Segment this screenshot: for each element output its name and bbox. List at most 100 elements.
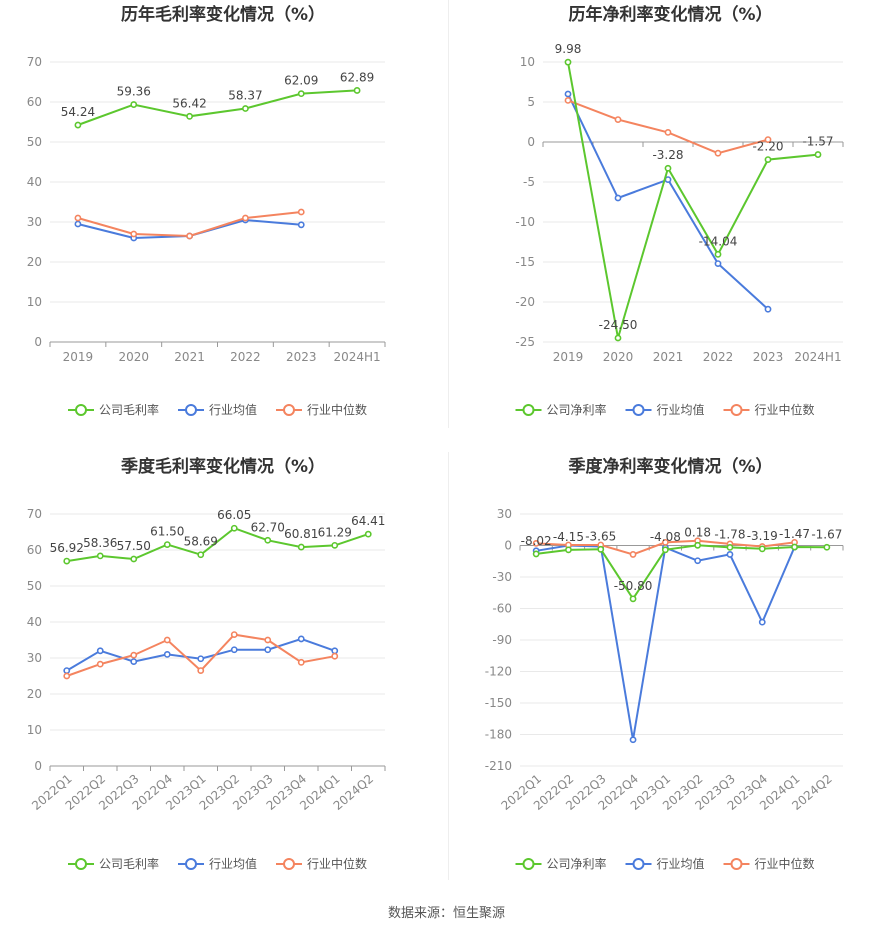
- data-point: [614, 334, 622, 342]
- data-point: [764, 136, 772, 143]
- y-tick-label: 5: [527, 95, 535, 109]
- data-label: 62.70: [251, 520, 285, 534]
- data-point: [96, 647, 104, 655]
- data-label: 58.36: [83, 536, 117, 550]
- data-point: [186, 112, 193, 120]
- data-point: [163, 650, 171, 658]
- data-label: -3.28: [652, 148, 683, 162]
- y-tick-label: 0: [504, 539, 512, 553]
- data-point: [661, 538, 669, 546]
- quarterly-gross-margin-chart: 季度毛利率变化情况（%）0102030405060702022Q12022Q22…: [27, 456, 386, 871]
- data-label: -3.65: [585, 529, 616, 543]
- data-point: [74, 220, 82, 228]
- data-label: 56.42: [172, 96, 206, 110]
- data-point: [694, 557, 702, 565]
- series-line-1: [536, 544, 796, 740]
- data-point: [758, 545, 766, 553]
- data-point: [714, 149, 722, 157]
- y-tick-label: -25: [515, 335, 535, 349]
- data-point: [297, 543, 305, 551]
- data-point: [197, 667, 205, 674]
- data-point: [96, 660, 104, 668]
- data-point: [823, 543, 831, 551]
- data-point: [353, 87, 361, 94]
- data-point: [63, 672, 71, 680]
- legend-swatch-marker: [185, 404, 197, 416]
- data-label: 56.92: [50, 541, 84, 555]
- y-tick-label: 10: [520, 55, 535, 69]
- data-label: 0.18: [684, 525, 711, 539]
- data-point: [130, 658, 138, 665]
- data-label: 57.50: [117, 539, 151, 553]
- y-tick-label: 0: [34, 335, 42, 349]
- annual-net-margin-chart: 历年净利率变化情况（%） -25 -20 -15 -10 -5 0 5 10 2019 2020 20…: [515, 4, 844, 417]
- legend-swatch-marker: [522, 404, 535, 416]
- data-point: [230, 631, 238, 638]
- legend-label: 行业均值: [209, 856, 257, 871]
- series-line-0: [77, 89, 358, 126]
- data-label: -4.08: [650, 530, 681, 544]
- data-label: 64.41: [351, 514, 385, 528]
- data-point: [714, 260, 722, 267]
- data-point: [714, 250, 722, 258]
- legend-swatch-marker: [632, 858, 645, 870]
- data-point: [197, 551, 205, 559]
- y-tick-label: 10: [27, 723, 42, 737]
- data-point: [197, 655, 205, 663]
- data-point: [614, 194, 622, 202]
- data-point: [664, 128, 672, 136]
- data-point: [297, 221, 305, 229]
- y-tick-label: 60: [27, 95, 42, 109]
- data-label: 61.50: [150, 525, 184, 539]
- data-label: 61.29: [318, 525, 352, 539]
- y-tick-label: 30: [27, 651, 42, 665]
- y-tick-label: 30: [27, 215, 42, 229]
- data-point: [331, 652, 339, 660]
- data-label: -1.57: [802, 135, 833, 149]
- data-point: [565, 546, 572, 554]
- data-point: [297, 635, 305, 643]
- x-tick-label: 2021: [653, 350, 684, 364]
- legend-label: 公司毛利率: [99, 402, 159, 417]
- legend-label: 公司毛利率: [99, 856, 159, 871]
- data-point: [264, 646, 272, 654]
- data-point: [230, 524, 238, 532]
- y-tick-label: 20: [27, 255, 42, 269]
- y-tick-label: 70: [27, 507, 42, 521]
- data-label: 62.89: [340, 70, 374, 84]
- data-point: [130, 101, 138, 108]
- y-tick-label: -180: [485, 728, 512, 742]
- x-tick-label: 2022: [230, 350, 261, 364]
- legend-label: 行业均值: [657, 856, 705, 871]
- legend-label: 行业均值: [657, 402, 705, 417]
- legend-swatch-marker: [185, 858, 197, 870]
- data-point: [726, 543, 734, 551]
- x-tick-label: 2024H1: [333, 350, 380, 364]
- y-tick-label: 70: [27, 55, 42, 69]
- data-point: [791, 543, 798, 551]
- data-point: [163, 541, 171, 548]
- data-label: -50.80: [614, 579, 653, 593]
- y-tick-label: -15: [515, 255, 535, 269]
- y-tick-label: 0: [34, 759, 42, 773]
- data-point: [664, 164, 672, 172]
- data-label: -1.47: [779, 527, 810, 541]
- data-point: [629, 595, 637, 603]
- x-tick-label: 2022: [703, 350, 734, 364]
- data-label: 60.81: [284, 527, 318, 541]
- data-point: [264, 536, 272, 544]
- y-tick-label: -20: [515, 295, 535, 309]
- data-label: 58.37: [228, 89, 262, 103]
- data-point: [130, 555, 138, 563]
- x-tick-label: 2023: [753, 350, 784, 364]
- y-tick-label: 50: [27, 579, 42, 593]
- data-label: -4.15: [553, 530, 584, 544]
- data-label: -8.02: [521, 534, 552, 548]
- data-point: [297, 658, 305, 666]
- x-tick-label: 2019: [553, 350, 584, 364]
- series-line-2: [567, 99, 769, 155]
- legend-swatch-marker: [283, 858, 295, 870]
- data-point: [74, 214, 82, 222]
- quarterly-net-margin-chart: 季度净利率变化情况（%） -210 -180 -150 -120 -90 -60 -30 0 30…: [485, 456, 844, 871]
- series-line-1: [567, 93, 769, 310]
